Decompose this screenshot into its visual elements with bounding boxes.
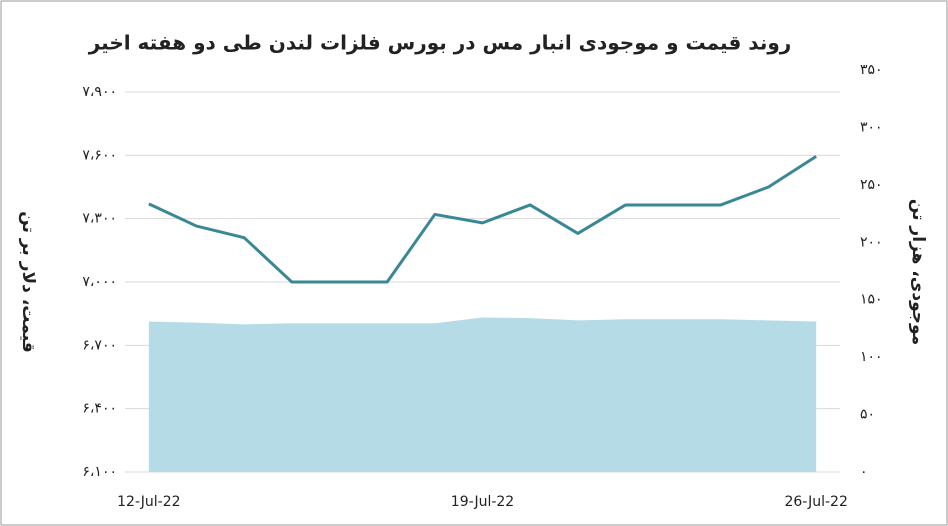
y2-tick-label: ۰ xyxy=(860,464,868,480)
y2-tick-label: ۳۵۰ xyxy=(860,62,883,78)
y-tick-label: ۶،۷۰۰ xyxy=(82,337,117,353)
line xyxy=(148,155,817,284)
y2-tick-label: ۱۵۰ xyxy=(860,292,883,308)
y2-tick-label: ۳۰۰ xyxy=(860,119,883,135)
area xyxy=(148,317,817,472)
plot-back xyxy=(125,91,840,473)
y2-tick-label: ۲۰۰ xyxy=(860,234,883,250)
y-tick-label: ۷،۳۰۰ xyxy=(82,211,117,227)
x-tick-label: 19-Jul-22 xyxy=(451,494,514,510)
chart-title: روند قیمت و موجودی انبار مس در بورس فلزا… xyxy=(88,31,792,55)
y-tick-label: ۶،۱۰۰ xyxy=(82,464,117,480)
y2-tick-label: ۱۰۰ xyxy=(860,349,883,365)
y-axis-title: قیمت، دلار بر تن xyxy=(18,211,38,353)
y-tick-label: ۷،۹۰۰ xyxy=(82,84,117,100)
y2-tick-label: ۵۰ xyxy=(860,407,875,423)
y-tick-label: ۷،۰۰۰ xyxy=(82,274,117,290)
y2-tick-label: ۲۵۰ xyxy=(860,177,883,193)
y2-axis-title: موجودی، هزار تن xyxy=(908,199,928,345)
x-tick-label: 26-Jul-22 xyxy=(784,494,847,510)
y-tick-label: ۶،۴۰۰ xyxy=(82,401,117,417)
y-tick-label: ۷،۶۰۰ xyxy=(82,147,117,163)
x-tick-label: 12-Jul-22 xyxy=(117,494,180,510)
